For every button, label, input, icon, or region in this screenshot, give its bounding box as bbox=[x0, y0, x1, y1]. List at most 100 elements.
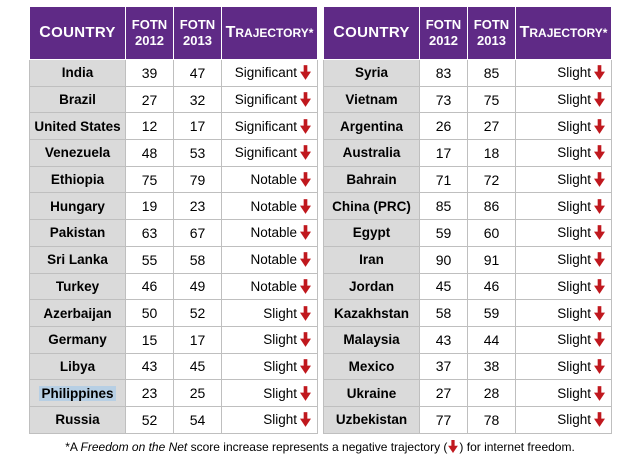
right-table: COUNTRY FOTN 2012 FOTN 2013 TRAJECTORY* Sy… bbox=[323, 6, 612, 434]
country-cell: Azerbaijan bbox=[29, 299, 126, 327]
down-arrow-icon bbox=[300, 65, 311, 81]
country-cell: United States bbox=[29, 112, 126, 141]
fotn-2012-cell: 27 bbox=[419, 379, 468, 407]
country-cell: Turkey bbox=[29, 272, 126, 301]
fotn-2013-cell: 46 bbox=[467, 272, 516, 301]
down-arrow-icon bbox=[300, 198, 311, 214]
down-arrow-icon bbox=[594, 359, 605, 374]
fotn-2013-cell: 52 bbox=[173, 299, 222, 327]
trajectory-cell: Notable bbox=[221, 192, 318, 221]
trajectory-cell: Significant bbox=[221, 85, 318, 114]
country-cell: China (PRC) bbox=[323, 192, 420, 221]
country-cell: Uzbekistan bbox=[323, 405, 420, 434]
country-cell: Venezuela bbox=[29, 139, 126, 167]
country-cell: India bbox=[29, 59, 126, 87]
country-cell: Hungary bbox=[29, 192, 126, 221]
country-cell: Malaysia bbox=[323, 325, 420, 354]
table-row: India 39 47 Significant bbox=[29, 59, 318, 87]
footnote-prefix: *A bbox=[65, 439, 81, 454]
right-table-body: Syria 83 85 Slight Vietnam 73 75 Slight Argentin… bbox=[323, 59, 612, 434]
table-row: Hungary 19 23 Notable bbox=[29, 192, 318, 221]
country-cell: Syria bbox=[323, 59, 420, 87]
fotn-2012-cell: 58 bbox=[419, 299, 468, 327]
down-arrow-icon bbox=[594, 412, 605, 428]
fotn-2013-cell: 45 bbox=[173, 352, 222, 381]
down-arrow-icon bbox=[594, 305, 605, 321]
fotn-2013-cell: 60 bbox=[467, 219, 516, 247]
down-arrow-icon bbox=[594, 65, 605, 81]
freedom-table-figure: COUNTRY FOTN 2012 FOTN 2013 TRAJECTORY* In… bbox=[29, 6, 612, 454]
down-arrow-icon bbox=[594, 385, 605, 401]
trajectory-cell: Slight bbox=[515, 192, 612, 221]
footnote-suffix: ) for internet freedom. bbox=[459, 439, 575, 454]
down-arrow-icon bbox=[300, 92, 311, 107]
down-arrow-icon bbox=[594, 92, 605, 107]
trajectory-cell: Slight bbox=[515, 405, 612, 434]
table-row: China (PRC) 85 86 Slight bbox=[323, 192, 612, 221]
trajectory-cell: Notable bbox=[221, 219, 318, 247]
table-row: Turkey 46 49 Notable bbox=[29, 272, 318, 301]
country-cell: Germany bbox=[29, 325, 126, 354]
fotn-2013-cell: 79 bbox=[173, 165, 222, 194]
country-cell: Egypt bbox=[323, 219, 420, 247]
fotn-2013-cell: 27 bbox=[467, 112, 516, 141]
trajectory-cell: Slight bbox=[221, 405, 318, 434]
tables-container: COUNTRY FOTN 2012 FOTN 2013 TRAJECTORY* In… bbox=[29, 6, 612, 434]
fotn-2012-cell: 43 bbox=[419, 325, 468, 354]
fotn-2012-cell: 52 bbox=[125, 405, 174, 434]
table-row: Libya 43 45 Slight bbox=[29, 352, 318, 381]
header-fotn-2013: FOTN 2013 bbox=[173, 6, 222, 60]
fotn-2013-cell: 54 bbox=[173, 405, 222, 434]
down-arrow-icon bbox=[594, 279, 605, 294]
down-arrow-icon bbox=[594, 145, 605, 161]
header-fotn-2012: FOTN 2012 bbox=[125, 6, 174, 60]
fotn-2013-cell: 44 bbox=[467, 325, 516, 354]
table-row: Argentina 26 27 Slight bbox=[323, 112, 612, 141]
trajectory-cell: Slight bbox=[515, 379, 612, 407]
trajectory-cell: Slight bbox=[515, 139, 612, 167]
country-cell: Philippines bbox=[29, 379, 126, 407]
country-cell: Vietnam bbox=[323, 85, 420, 114]
fotn-2013-cell: 91 bbox=[467, 245, 516, 274]
fotn-2012-cell: 48 bbox=[125, 139, 174, 167]
fotn-2012-cell: 27 bbox=[125, 85, 174, 114]
down-arrow-icon bbox=[300, 252, 311, 267]
trajectory-cell: Slight bbox=[515, 165, 612, 194]
down-arrow-icon bbox=[300, 359, 311, 374]
country-cell: Mexico bbox=[323, 352, 420, 381]
table-row: Uzbekistan 77 78 Slight bbox=[323, 405, 612, 434]
trajectory-cell: Notable bbox=[221, 272, 318, 301]
fotn-2012-cell: 12 bbox=[125, 112, 174, 141]
down-arrow-icon bbox=[300, 225, 311, 241]
fotn-2012-cell: 50 bbox=[125, 299, 174, 327]
fotn-2013-cell: 17 bbox=[173, 325, 222, 354]
country-cell: Australia bbox=[323, 139, 420, 167]
header-trajectory: TRAJECTORY* bbox=[515, 6, 612, 60]
country-cell: Libya bbox=[29, 352, 126, 381]
fotn-2013-cell: 47 bbox=[173, 59, 222, 87]
trajectory-cell: Slight bbox=[221, 352, 318, 381]
fotn-2012-cell: 77 bbox=[419, 405, 468, 434]
trajectory-cell: Slight bbox=[515, 245, 612, 274]
table-row: Australia 17 18 Slight bbox=[323, 139, 612, 167]
table-row: Germany 15 17 Slight bbox=[29, 325, 318, 354]
down-arrow-icon bbox=[594, 118, 605, 134]
trajectory-cell: Slight bbox=[221, 299, 318, 327]
table-row: Syria 83 85 Slight bbox=[323, 59, 612, 87]
fotn-2012-cell: 45 bbox=[419, 272, 468, 301]
table-row: Ukraine 27 28 Slight bbox=[323, 379, 612, 407]
table-row: Vietnam 73 75 Slight bbox=[323, 85, 612, 114]
footnote-emphasis: Freedom on the Net bbox=[80, 439, 188, 454]
country-cell: Iran bbox=[323, 245, 420, 274]
trajectory-cell: Slight bbox=[515, 85, 612, 114]
fotn-2013-cell: 78 bbox=[467, 405, 516, 434]
footnote: *A Freedom on the Net score increase rep… bbox=[29, 439, 611, 454]
down-arrow-icon bbox=[300, 172, 311, 187]
fotn-2013-cell: 67 bbox=[173, 219, 222, 247]
table-row: Ethiopia 75 79 Notable bbox=[29, 165, 318, 194]
fotn-2012-cell: 23 bbox=[125, 379, 174, 407]
down-arrow-icon bbox=[300, 412, 311, 428]
table-row: Philippines 23 25 Slight bbox=[29, 379, 318, 407]
fotn-2013-cell: 38 bbox=[467, 352, 516, 381]
fotn-2012-cell: 19 bbox=[125, 192, 174, 221]
